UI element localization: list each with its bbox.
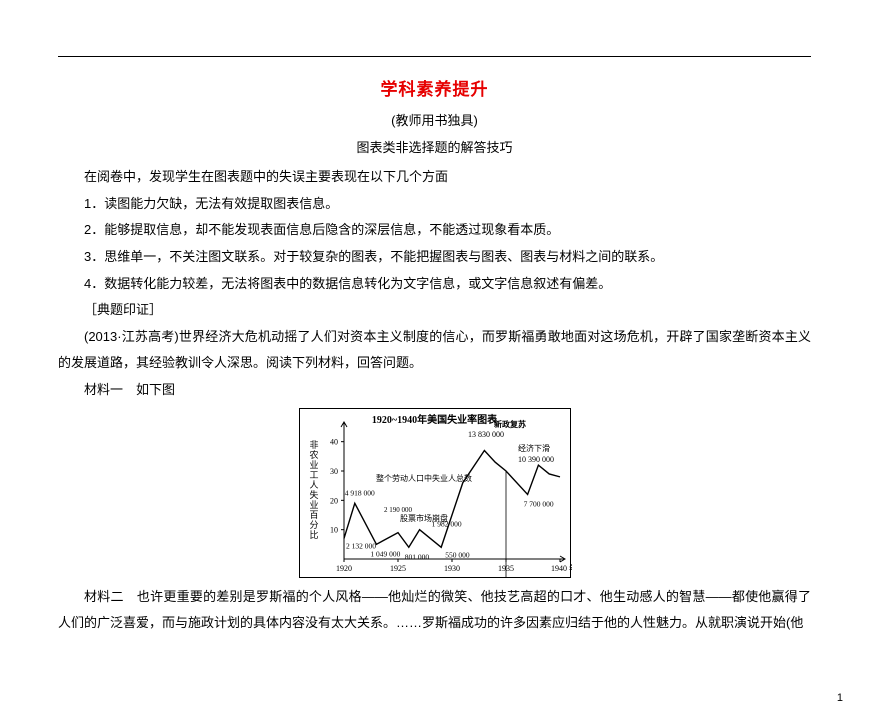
svg-text:7 700 000: 7 700 000 xyxy=(523,499,553,508)
intro-para: 在阅卷中，发现学生在图表题中的失误主要表现在以下几个方面 xyxy=(58,164,811,191)
svg-text:1 049 000: 1 049 000 xyxy=(370,549,400,558)
point-1: 1．读图能力欠缺，无法有效提取图表信息。 xyxy=(58,191,811,218)
svg-text:20: 20 xyxy=(330,496,338,505)
example-label: ［典题印证］ xyxy=(58,297,811,324)
svg-text:经济下滑: 经济下滑 xyxy=(518,443,550,453)
page-title: 学科素养提升 xyxy=(58,75,811,100)
svg-text:30: 30 xyxy=(330,467,338,476)
point-4: 4．数据转化能力较差，无法将图表中的数据信息转化为文字信息，或文字信息叙述有偏差… xyxy=(58,271,811,298)
unemployment-chart: 1920~1940年美国失业率图表 10203040非农业工人失业百分比1920… xyxy=(299,408,571,578)
svg-text:10: 10 xyxy=(330,525,338,534)
svg-text:4 918 000: 4 918 000 xyxy=(344,488,374,497)
svg-text:非农业工人失业百分比: 非农业工人失业百分比 xyxy=(309,439,318,540)
svg-text:整个劳动人口中失业人总数: 整个劳动人口中失业人总数 xyxy=(376,473,472,483)
material2-para: 材料二 也许更重要的差别是罗斯福的个人风格——他灿烂的微笑、他技艺高超的口才、他… xyxy=(58,584,811,637)
svg-text:1940 年代: 1940 年代 xyxy=(551,563,572,573)
svg-text:股票市场崩盘: 股票市场崩盘 xyxy=(400,513,448,523)
top-rule xyxy=(58,56,811,57)
svg-text:10 390 000: 10 390 000 xyxy=(518,455,554,464)
svg-text:2 190 000: 2 190 000 xyxy=(384,506,413,514)
svg-text:1925: 1925 xyxy=(390,564,406,573)
subtitle-2: 图表类非选择题的解答技巧 xyxy=(58,137,811,156)
material1-label: 材料一 如下图 xyxy=(58,377,811,404)
chart-svg: 10203040非农业工人失业百分比19201925193019351940 年… xyxy=(300,409,572,579)
page-number: 1 xyxy=(837,692,843,704)
point-3: 3．思维单一，不关注图文联系。对于较复杂的图表，不能把握图表与图表、图表与材料之… xyxy=(58,244,811,271)
svg-text:40: 40 xyxy=(330,437,338,446)
chart-container: 1920~1940年美国失业率图表 10203040非农业工人失业百分比1920… xyxy=(58,408,811,578)
svg-text:新政复苏: 新政复苏 xyxy=(494,419,526,429)
point-2: 2．能够提取信息，却不能发现表面信息后隐含的深层信息，不能透过现象看本质。 xyxy=(58,217,811,244)
svg-text:801 000: 801 000 xyxy=(404,552,429,561)
svg-text:1930: 1930 xyxy=(444,564,460,573)
svg-text:550 000: 550 000 xyxy=(445,550,470,559)
svg-text:13 830 000: 13 830 000 xyxy=(468,430,504,439)
example-body: (2013·江苏高考)世界经济大危机动摇了人们对资本主义制度的信心，而罗斯福勇敢… xyxy=(58,324,811,377)
svg-text:1920: 1920 xyxy=(336,564,352,573)
subtitle-1: (教师用书独具) xyxy=(58,110,811,129)
